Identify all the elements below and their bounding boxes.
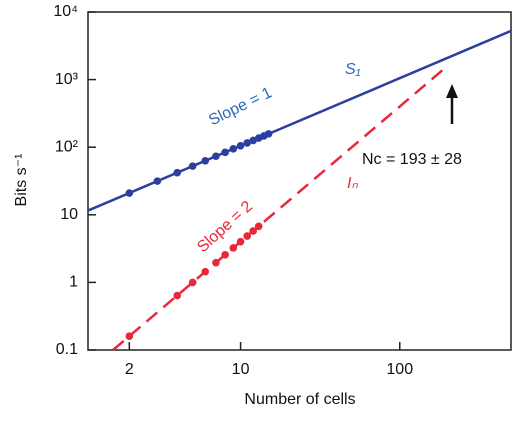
data-point <box>125 189 134 197</box>
data-point <box>254 222 263 231</box>
arrow-head <box>446 84 458 98</box>
data-point <box>236 141 245 150</box>
data-point <box>201 156 210 165</box>
dashed-line <box>112 64 449 351</box>
y-axis-label: Bits s⁻¹ <box>13 154 30 207</box>
data-point <box>173 291 182 300</box>
annotation: S₁ <box>345 61 361 78</box>
annotation: Iₙ <box>347 175 358 192</box>
data-point <box>212 258 220 267</box>
data-point <box>221 148 229 157</box>
data-point <box>188 162 197 170</box>
annotation: Slope = 1 <box>206 84 275 129</box>
data-point <box>264 130 273 138</box>
annotation: Slope = 2 <box>194 198 256 256</box>
data-point <box>236 237 245 246</box>
data-point <box>173 168 182 177</box>
data-point <box>229 145 238 153</box>
data-point <box>243 139 251 147</box>
y-tick-label: 1 <box>69 274 78 291</box>
y-tick-label: 10⁴ <box>53 3 78 20</box>
plot-frame <box>87 11 512 351</box>
y-tick-label: 10² <box>55 138 79 155</box>
data-point <box>201 267 210 276</box>
y-tick-label: 10 <box>60 206 78 223</box>
y-tick-label: 0.1 <box>56 341 78 358</box>
y-tick-label: 10³ <box>55 71 79 88</box>
x-tick-label: 10 <box>232 361 250 378</box>
data-point <box>221 251 229 259</box>
x-axis-label: Number of cells <box>244 391 355 408</box>
data-point <box>212 152 220 161</box>
x-tick-label: 2 <box>125 361 134 378</box>
data-point <box>249 227 257 235</box>
data-point <box>153 177 162 185</box>
data-point <box>188 278 197 287</box>
x-tick-label: 100 <box>386 361 413 378</box>
line <box>87 29 512 212</box>
annotation: Nc = 193 ± 28 <box>362 151 462 168</box>
data-point <box>229 244 238 252</box>
data-point <box>243 232 251 240</box>
data-point <box>125 332 134 341</box>
